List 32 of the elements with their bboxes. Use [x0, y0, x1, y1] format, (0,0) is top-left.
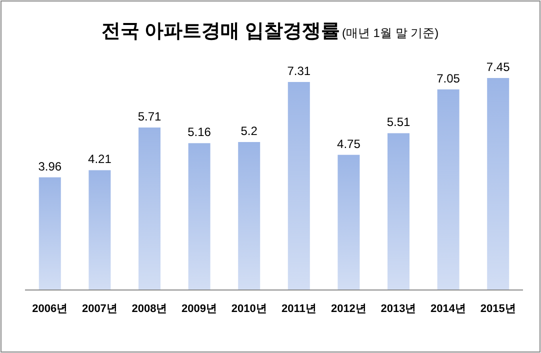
x-tick-label: 2006년	[32, 303, 68, 315]
bar	[288, 82, 310, 290]
x-tick-label: 2007년	[82, 303, 118, 315]
data-label: 5.2	[240, 124, 258, 138]
bar	[388, 133, 410, 290]
bar	[487, 78, 510, 290]
bar	[338, 154, 360, 290]
x-tick-label: 2015년	[480, 303, 516, 315]
data-label: 5.51	[386, 115, 410, 130]
chart-subtitle: (매년 1월 말 기준)	[342, 26, 439, 40]
x-tick-label: 2013년	[380, 303, 416, 315]
x-tick-label: 2010년	[231, 303, 267, 315]
bar	[88, 170, 111, 290]
bar	[188, 143, 210, 290]
bar	[138, 128, 160, 290]
data-label: 7.45	[486, 60, 510, 74]
bar	[38, 177, 61, 290]
chart-title: 전국 아파트경매 입찰경쟁률	[101, 21, 340, 42]
data-label: 7.05	[436, 71, 460, 86]
data-label: 3.96	[38, 159, 62, 174]
data-label: 5.71	[138, 110, 162, 124]
data-label: 5.16	[188, 125, 212, 140]
x-tick-label: 2011년	[281, 303, 316, 315]
data-label: 7.31	[287, 64, 311, 78]
data-label: 4.21	[88, 152, 112, 166]
bar	[238, 142, 260, 290]
x-tick-label: 2012년	[330, 303, 366, 315]
bar	[437, 89, 460, 290]
data-label: 4.75	[337, 136, 361, 151]
x-tick-label: 2008년	[132, 303, 168, 315]
x-tick-label: 2009년	[182, 303, 218, 315]
x-tick-label: 2014년	[430, 303, 466, 315]
